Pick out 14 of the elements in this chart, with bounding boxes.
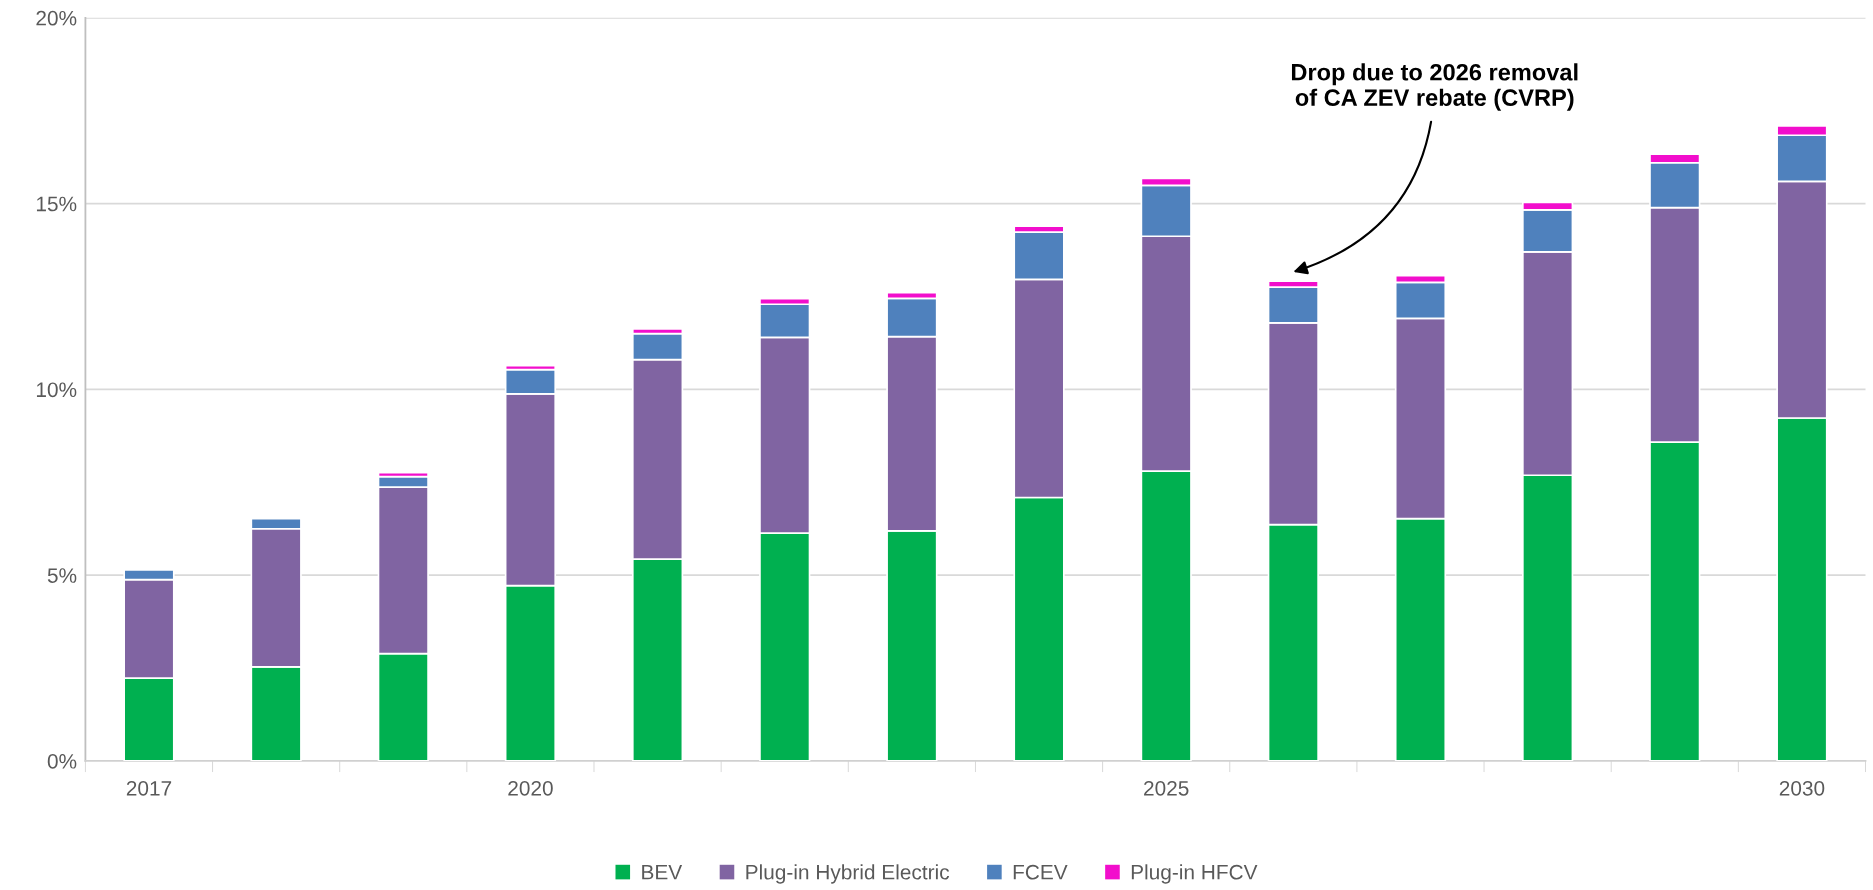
y-tick-label: 10% <box>36 382 77 398</box>
legend-label: FCEV <box>1013 864 1068 880</box>
legend-label: BEV <box>642 865 683 880</box>
y-tick-label: 5% <box>47 568 77 583</box>
x-tick-label: 2025 <box>1144 780 1189 796</box>
legend-label: Plug-in HFCV <box>1131 864 1258 884</box>
y-tick-label: 0% <box>47 753 77 769</box>
x-tick-label: 2030 <box>1779 780 1825 796</box>
x-tick-label: 2017 <box>126 780 172 796</box>
legend-label: Plug-in Hybrid Electric <box>746 864 950 884</box>
y-tick-label: 15% <box>36 196 77 212</box>
y-tick-label: 20% <box>36 10 77 26</box>
x-tick-label: 2020 <box>508 780 553 796</box>
annotation: Drop due to 2026 removal of CA ZEV rebate (CVRP) <box>1291 63 1578 111</box>
